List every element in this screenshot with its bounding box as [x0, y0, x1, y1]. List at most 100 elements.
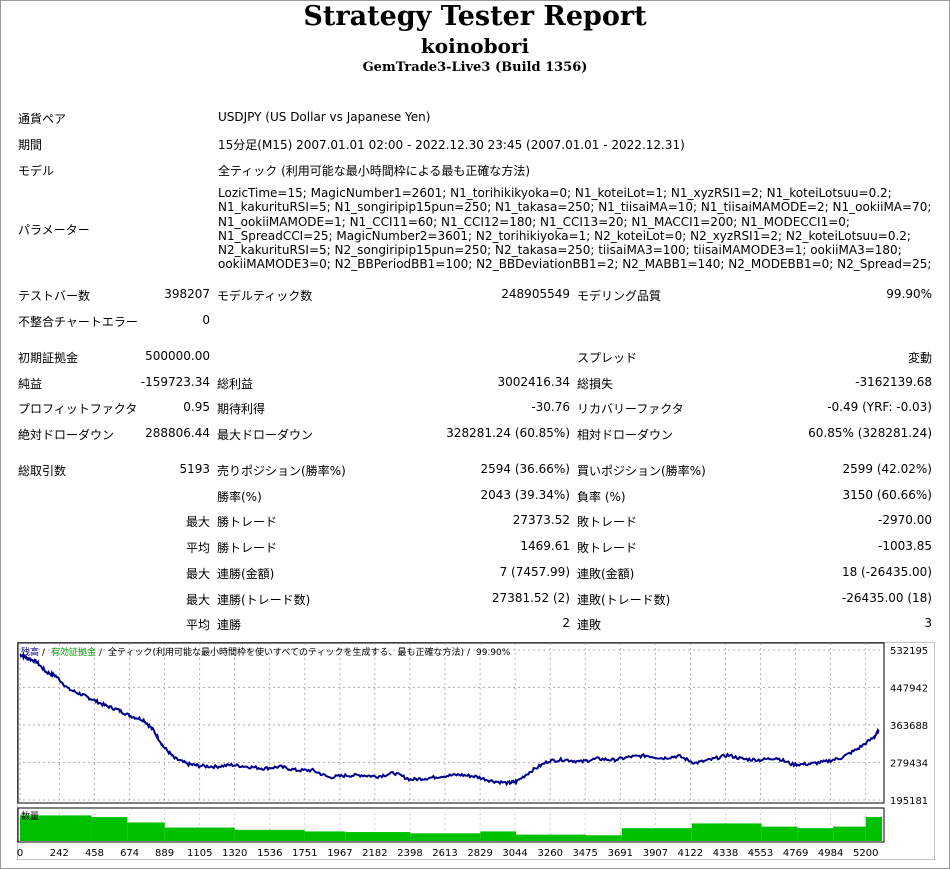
avg-label: 平均	[185, 541, 210, 555]
y-tick-label: 279434	[890, 759, 928, 770]
avg-loss-label: 敗トレード	[577, 541, 638, 555]
volume-bar	[164, 827, 235, 841]
x-tick-label: 4769	[783, 848, 808, 859]
short-value: 2594 (36.66%)	[480, 462, 570, 476]
x-tick-label: 458	[85, 848, 104, 859]
volume-bar	[234, 829, 305, 841]
x-tick-label: 2182	[362, 848, 387, 859]
volume-bars	[20, 815, 882, 841]
ea-name: koinobori	[420, 34, 530, 58]
rel-dd-value: 60.85% (328281.24)	[808, 426, 932, 440]
x-tick-label: 1751	[292, 848, 317, 859]
mismatch-value: 0	[202, 313, 210, 327]
volume-bar	[91, 817, 128, 841]
period-value: 15分足(M15) 2007.01.01 02:00 - 2022.12.30 …	[218, 138, 685, 152]
avg-win-label: 勝トレード	[217, 541, 278, 555]
y-tick-label: 447942	[890, 684, 928, 695]
model-label: モデル	[18, 164, 55, 178]
quality-label: モデリング品質	[577, 289, 662, 303]
volume-label: 数量	[21, 810, 39, 822]
report-title: Strategy Tester Report	[303, 1, 647, 32]
max-loss-value: -2970.00	[878, 513, 932, 527]
cw-trades-value: 27381.52 (2)	[491, 591, 570, 605]
al-label: 連敗	[577, 618, 602, 632]
quality-value: 99.90%	[886, 287, 932, 301]
deposit-label: 初期証拠金	[18, 351, 79, 365]
gross-loss-label: 総損失	[577, 377, 614, 391]
volume-bar	[20, 815, 92, 841]
bars-value: 398207	[164, 287, 210, 301]
pf-value: 0.95	[183, 400, 210, 414]
mismatch-label: 不整合チャートエラー	[18, 315, 138, 329]
params-value: LozicTime=15; MagicNumber1=2601; N1_tori…	[218, 186, 932, 272]
volume-bar	[585, 835, 622, 841]
max-win-value: 27373.52	[512, 513, 570, 527]
chart-legend: 残高 / 有効証拠金 / 全ティック(利用可能な最小時間枠を使いすべてのティックを生成す…	[21, 646, 511, 658]
lossrate-label: 負率 (%)	[577, 490, 626, 504]
winrate-value: 2043 (39.34%)	[480, 488, 570, 502]
symbol-label: 通貨ペア	[18, 112, 67, 126]
x-tick-label: 2613	[432, 848, 457, 859]
al-value: 3	[924, 616, 932, 630]
cl-trades-label: 連敗(トレード数)	[577, 593, 671, 607]
x-tick-label: 4553	[748, 848, 773, 859]
abs-dd-value: 288806.44	[145, 426, 210, 440]
max-dd-label: 最大ドローダウン	[217, 428, 314, 442]
cw-trades-label: 連勝(トレード数)	[217, 593, 311, 607]
rel-dd-label: 相対ドローダウン	[577, 428, 674, 442]
net-label: 純益	[18, 377, 43, 391]
params-label: パラメーター	[18, 223, 90, 237]
chart-grid	[18, 643, 884, 842]
period-label: 期間	[18, 138, 43, 152]
max-label: 最大	[185, 567, 210, 581]
short-label: 売りポジション(勝率%)	[217, 464, 346, 478]
x-axis-labels: 0 242 458 674 889 1105 1320 1536 1751 1967 2182 239…	[17, 848, 878, 859]
max-label: 最大	[185, 515, 210, 529]
ticks-value: 248905549	[501, 287, 570, 301]
long-label: 買いポジション(勝率%)	[577, 464, 706, 478]
legend-entry: 残高	[21, 646, 39, 658]
volume-bar	[761, 826, 798, 841]
long-value: 2599 (42.02%)	[842, 462, 932, 476]
abs-dd-label: 絶対ドローダウン	[18, 428, 115, 442]
x-tick-label: 1967	[327, 848, 352, 859]
payoff-label: 期待利得	[217, 402, 266, 416]
lossrate-value: 3150 (60.66%)	[842, 488, 932, 502]
chart-plot-area	[17, 642, 885, 804]
gross-profit-value: 3002416.34	[497, 375, 570, 389]
volume-bar	[480, 831, 517, 841]
winrate-label: 勝率(%)	[217, 490, 262, 504]
legend-separator: /	[42, 648, 46, 658]
volume-bar	[865, 817, 882, 841]
cl-trades-value: -26435.00 (18)	[841, 591, 932, 605]
x-tick-label: 2829	[467, 848, 492, 859]
balance-chart: 532195 447942 363688 279434 195181 0 242 458 67…	[17, 642, 935, 860]
x-tick-label: 3475	[572, 848, 597, 859]
volume-bar	[797, 828, 834, 841]
volume-bar	[516, 834, 586, 841]
max-label: 最大	[185, 593, 210, 607]
x-tick-label: 3044	[502, 848, 527, 859]
payoff-value: -30.76	[531, 400, 570, 414]
recovery-value: -0.49 (YRF: -0.03)	[827, 400, 932, 414]
total-label: 総取引数	[18, 464, 67, 478]
net-value: -159723.34	[140, 375, 210, 389]
aw-value: 2	[562, 616, 570, 630]
symbol-value: USDJPY (US Dollar vs Japanese Yen)	[218, 110, 431, 124]
gross-loss-value: -3162139.68	[855, 375, 932, 389]
x-tick-label: 4338	[713, 848, 738, 859]
volume-bar	[304, 831, 346, 841]
x-tick-label: 3691	[608, 848, 633, 859]
avg-loss-value: -1003.85	[878, 539, 932, 553]
volume-bar	[345, 832, 411, 841]
deposit-value: 500000.00	[145, 349, 210, 363]
x-tick-label: 3907	[643, 848, 668, 859]
balance-line	[19, 652, 880, 787]
volume-bar	[410, 833, 481, 841]
balance-series	[19, 652, 880, 787]
x-tick-label: 4122	[678, 848, 703, 859]
volume-bar	[127, 822, 165, 841]
y-tick-label: 532195	[890, 646, 928, 657]
legend-separator: /	[467, 648, 471, 658]
total-value: 5193	[179, 462, 210, 476]
